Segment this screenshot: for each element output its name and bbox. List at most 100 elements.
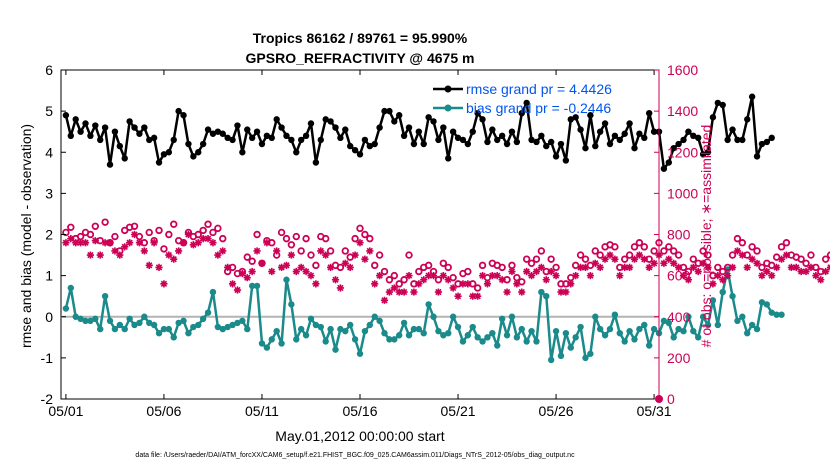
x-tick-label: 05/06 xyxy=(146,403,181,419)
possible-obs-point xyxy=(248,257,256,265)
data-point xyxy=(596,325,604,333)
data-point xyxy=(523,338,530,345)
data-point xyxy=(253,128,261,135)
possible-obs-point xyxy=(380,267,389,276)
assimilated-obs-point xyxy=(478,272,487,280)
data-point xyxy=(498,315,506,323)
assimilated-obs-point xyxy=(351,251,359,259)
assimilated-obs-point xyxy=(439,272,447,280)
data-point xyxy=(209,288,217,296)
data-point xyxy=(641,134,648,142)
possible-obs-point xyxy=(478,261,487,270)
data-point xyxy=(92,122,99,129)
data-point xyxy=(77,315,84,323)
assimilated-obs-point xyxy=(714,272,722,280)
data-point xyxy=(592,313,599,320)
data-point xyxy=(690,327,697,335)
data-point xyxy=(288,136,295,144)
data-point xyxy=(547,356,555,364)
data-point xyxy=(106,317,114,325)
data-point xyxy=(297,325,305,333)
data-point xyxy=(714,321,722,329)
left-y-axis-ticks: -2 -1 0 1 2 3 4 5 6 xyxy=(41,62,66,407)
assimilated-obs-point xyxy=(385,288,394,296)
possible-obs-point xyxy=(738,239,747,247)
assimilated-obs-point xyxy=(410,288,418,296)
assimilated-obs-point xyxy=(660,259,668,267)
possible-obs-point xyxy=(660,247,668,255)
data-point xyxy=(763,138,771,146)
data-point xyxy=(670,144,677,152)
data-point xyxy=(616,330,623,337)
possible-obs-point xyxy=(219,234,227,243)
possible-obs-point xyxy=(527,259,536,267)
assimilated-obs-point xyxy=(204,235,212,243)
data-point xyxy=(396,112,403,119)
possible-obs-point xyxy=(361,230,369,239)
data-point xyxy=(523,99,530,107)
assimilated-obs-point xyxy=(72,239,80,247)
data-point xyxy=(420,140,427,148)
data-point xyxy=(82,120,89,127)
possible-obs-point xyxy=(214,224,222,233)
data-point xyxy=(474,334,481,341)
assimilated-obs-point xyxy=(175,247,183,255)
possible-obs-point xyxy=(165,230,173,239)
data-point xyxy=(587,112,594,119)
assimilated-obs-point xyxy=(670,259,678,267)
assimilated-obs-point xyxy=(758,272,766,280)
possible-obs-point xyxy=(155,226,163,235)
possible-obs-point xyxy=(395,280,403,288)
data-point xyxy=(248,282,256,290)
x-tick-label: 05/16 xyxy=(342,403,377,419)
right-y-tick-label: 800 xyxy=(667,227,691,243)
right-y-tick-label: 1600 xyxy=(667,62,698,78)
series-layer xyxy=(62,93,830,403)
assimilated-obs-point xyxy=(101,239,109,247)
possible-obs-point xyxy=(366,234,374,243)
data-point xyxy=(498,132,506,139)
possible-obs-point xyxy=(807,251,815,259)
possible-obs-point xyxy=(552,263,560,272)
possible-obs-point xyxy=(321,234,330,243)
data-point xyxy=(704,321,712,329)
data-point xyxy=(170,334,177,341)
data-point xyxy=(141,124,148,131)
assimilated-obs-point xyxy=(817,276,825,284)
assimilated-obs-point xyxy=(91,237,99,245)
possible-obs-point xyxy=(620,255,629,263)
data-point xyxy=(342,327,349,335)
data-point xyxy=(636,130,643,137)
data-point xyxy=(136,319,143,327)
assimilated-obs-point xyxy=(116,251,124,259)
right-y-tick-label: 1000 xyxy=(667,185,698,201)
assimilated-obs-point xyxy=(684,276,693,284)
data-point xyxy=(111,128,119,135)
data-point xyxy=(155,330,163,337)
data-point xyxy=(729,126,736,133)
data-point xyxy=(469,128,476,135)
data-point xyxy=(185,330,192,337)
possible-obs-point xyxy=(640,243,648,251)
assimilated-obs-point xyxy=(224,263,232,271)
data-point xyxy=(136,130,143,137)
possible-obs-point xyxy=(576,251,585,259)
data-point xyxy=(410,140,418,148)
data-point xyxy=(62,305,70,312)
data-point xyxy=(489,330,496,337)
assimilated-obs-point xyxy=(145,261,153,269)
data-point xyxy=(116,321,124,329)
possible-obs-point xyxy=(728,251,737,259)
possible-obs-point xyxy=(209,228,217,237)
data-point xyxy=(356,350,364,357)
assimilated-obs-point xyxy=(81,239,90,247)
data-point xyxy=(763,301,771,308)
assimilated-obs-point xyxy=(557,288,565,296)
data-point xyxy=(425,301,432,308)
data-point xyxy=(670,334,677,341)
data-point xyxy=(190,153,197,160)
data-point xyxy=(552,153,560,160)
assimilated-obs-point xyxy=(130,230,139,239)
data-point xyxy=(484,138,491,146)
